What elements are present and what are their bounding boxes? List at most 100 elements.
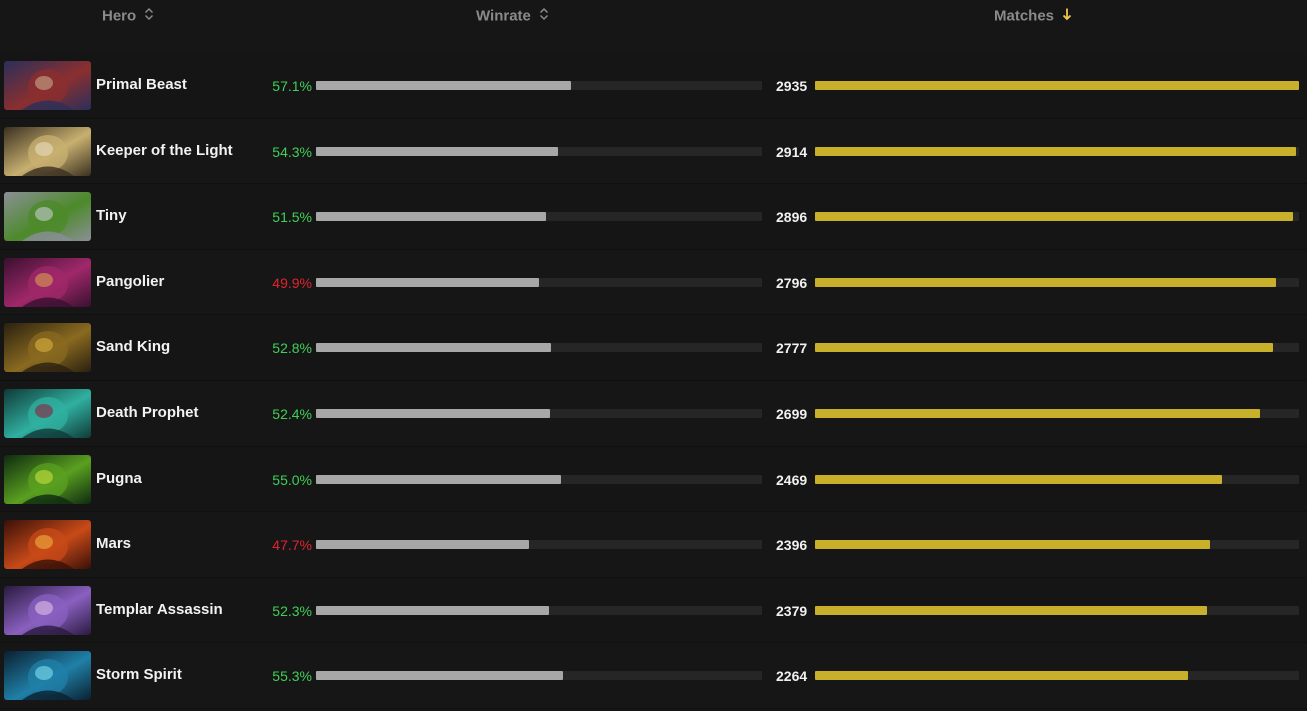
winrate-bar-fill (316, 212, 546, 222)
table-row[interactable]: Primal Beast 57.1% 2935 (0, 53, 1307, 119)
hero-name[interactable]: Pangolier (96, 272, 165, 290)
winrate-bar-fill (316, 277, 539, 287)
winrate-bar-fill (316, 408, 550, 418)
winrate-bar-track (316, 277, 762, 287)
matches-bar-fill (815, 605, 1208, 615)
matches-bar-fill (815, 540, 1211, 550)
winrate-bar-fill (316, 671, 563, 681)
tiny-portrait-icon[interactable] (4, 192, 91, 242)
hero-name[interactable]: Storm Spirit (96, 666, 182, 684)
column-header-matches-label: Matches (994, 7, 1055, 25)
table-body: Primal Beast 57.1% 2935 Keeper of the Light… (0, 53, 1307, 709)
matches-bar-track (815, 277, 1299, 287)
table-header: Hero Winrate Matches (0, 0, 1307, 52)
matches-bar-fill (815, 212, 1293, 222)
hero-name[interactable]: Primal Beast (96, 76, 187, 93)
table-row[interactable]: Pugna 55.0% 2469 (0, 446, 1307, 513)
matches-bar-track (815, 212, 1299, 222)
pugna-portrait-icon[interactable] (4, 454, 91, 504)
matches-value: 2379 (776, 602, 808, 619)
winrate-value: 52.4% (272, 405, 312, 422)
matches-bar-track (815, 540, 1299, 550)
primal-beast-portrait-icon[interactable] (4, 61, 91, 110)
table-row[interactable]: Death Prophet 52.4% 2699 (0, 380, 1307, 447)
winrate-bar-track (316, 540, 762, 550)
hero-name[interactable]: Templar Assassin (96, 600, 223, 618)
matches-value: 2896 (776, 209, 808, 226)
table-row[interactable]: Tiny 51.5% 2896 (0, 184, 1307, 250)
winrate-bar-track (316, 343, 762, 353)
winrate-bar-fill (316, 146, 559, 156)
column-header-hero-label: Hero (102, 7, 137, 25)
column-header-matches[interactable]: Matches (994, 7, 1072, 25)
hero-name[interactable]: Death Prophet (96, 403, 199, 421)
matches-bar-fill (815, 81, 1299, 90)
winrate-value: 55.0% (272, 471, 312, 488)
matches-bar-track (815, 343, 1299, 353)
matches-bar-fill (815, 277, 1277, 287)
matches-bar-track (815, 81, 1299, 90)
column-header-hero[interactable]: Hero (102, 7, 154, 25)
winrate-value: 47.7% (272, 537, 312, 554)
templar-assassin-portrait-icon[interactable] (4, 585, 91, 635)
column-header-winrate[interactable]: Winrate (476, 7, 549, 25)
column-header-winrate-label: Winrate (476, 7, 531, 25)
table-row[interactable]: Pangolier 49.9% 2796 (0, 249, 1307, 316)
death-prophet-portrait-icon[interactable] (4, 388, 91, 438)
matches-bar-fill (815, 671, 1189, 681)
winrate-value: 52.3% (272, 602, 312, 619)
table-row[interactable]: Sand King 52.8% 2777 (0, 315, 1307, 381)
winrate-bar-track (316, 408, 762, 418)
matches-bar-fill (815, 408, 1261, 418)
winrate-bar-track (316, 146, 762, 156)
winrate-bar-track (316, 605, 762, 615)
winrate-bar-fill (316, 343, 552, 353)
winrate-value: 52.8% (272, 340, 312, 357)
sand-king-portrait-icon[interactable] (4, 323, 91, 373)
winrate-value: 57.1% (272, 78, 312, 94)
matches-bar-track (815, 146, 1299, 156)
winrate-bar-track (316, 81, 762, 90)
hero-name[interactable]: Keeper of the Light (96, 141, 233, 159)
arrow-down-icon (1062, 7, 1072, 26)
winrate-bar-fill (316, 81, 571, 90)
matches-value: 2264 (776, 668, 808, 685)
matches-value: 2777 (776, 340, 808, 357)
table-row[interactable]: Mars 47.7% 2396 (0, 512, 1307, 578)
sort-updown-icon (144, 7, 154, 26)
hero-name[interactable]: Sand King (96, 338, 171, 356)
hero-name[interactable]: Pugna (96, 469, 142, 487)
hero-name[interactable]: Mars (96, 535, 132, 553)
winrate-bar-track (316, 671, 762, 681)
winrate-value: 55.3% (272, 668, 312, 685)
table-row[interactable]: Storm Spirit 55.3% 2264 (0, 643, 1307, 709)
matches-bar-fill (815, 146, 1296, 156)
matches-bar-fill (815, 343, 1273, 353)
matches-value: 2914 (776, 143, 808, 160)
hero-name[interactable]: Tiny (96, 207, 127, 225)
mars-portrait-icon[interactable] (4, 520, 91, 570)
winrate-value: 51.5% (272, 209, 312, 226)
sort-updown-icon (539, 7, 549, 26)
winrate-value: 54.3% (272, 143, 312, 160)
table-row[interactable]: Templar Assassin 52.3% 2379 (0, 577, 1307, 644)
winrate-bar-fill (316, 474, 562, 484)
winrate-bar-track (316, 474, 762, 484)
winrate-bar-fill (316, 540, 529, 550)
matches-value: 2935 (776, 78, 808, 94)
matches-bar-fill (815, 474, 1223, 484)
matches-bar-track (815, 408, 1299, 418)
keeper-of-the-light-portrait-icon[interactable] (4, 126, 91, 176)
winrate-value: 49.9% (272, 274, 312, 291)
matches-bar-track (815, 671, 1299, 681)
matches-value: 2699 (776, 405, 808, 422)
table-row[interactable]: Keeper of the Light 54.3% 2914 (0, 118, 1307, 185)
pangolier-portrait-icon[interactable] (4, 257, 91, 307)
storm-spirit-portrait-icon[interactable] (4, 651, 91, 701)
matches-value: 2396 (776, 537, 808, 554)
matches-value: 2796 (776, 274, 808, 291)
winrate-bar-track (316, 212, 762, 222)
matches-bar-track (815, 474, 1299, 484)
matches-value: 2469 (776, 471, 808, 488)
